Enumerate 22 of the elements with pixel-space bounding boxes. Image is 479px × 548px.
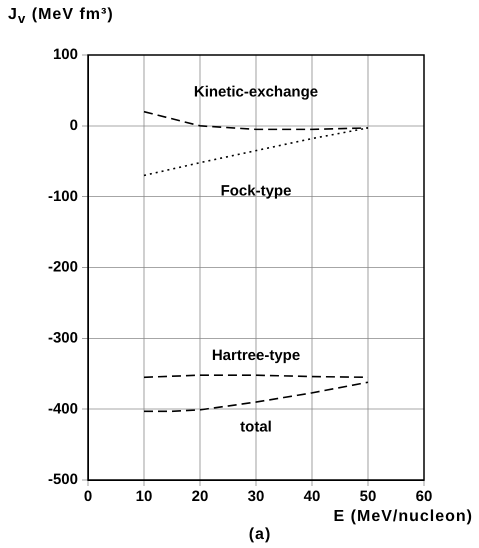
x-tick-label: 40 [304, 488, 320, 506]
text: (a) [248, 526, 272, 544]
y-tick-label: -200 [48, 258, 78, 276]
x-tick-label: 20 [192, 488, 208, 506]
y-tick-label: 100 [52, 46, 78, 64]
x-tick-label: 10 [136, 488, 152, 506]
series-label: Hartree-type [212, 347, 300, 364]
x-tick-label: 0 [84, 488, 92, 506]
series-label: Fock-type [220, 182, 292, 200]
series-label: total [240, 418, 272, 436]
y-tick-label: -100 [48, 188, 78, 205]
y-tick-label: -400 [48, 400, 78, 418]
y-tick-label: -500 [48, 471, 78, 488]
x-axis-title: E (MeV/nucleon) [334, 508, 473, 526]
y-axis-title: J$_{v}$ (MeV fm³) [8, 6, 114, 26]
y-tick-label: -300 [48, 329, 78, 346]
x-tick-label: 30 [248, 488, 264, 506]
series-label: Kinetic-exchange [194, 84, 318, 101]
x-tick-label: 60 [416, 488, 432, 506]
line-series [143, 381, 369, 412]
x-tick-label: 50 [360, 488, 376, 506]
y-tick-label: 0 [70, 116, 78, 134]
